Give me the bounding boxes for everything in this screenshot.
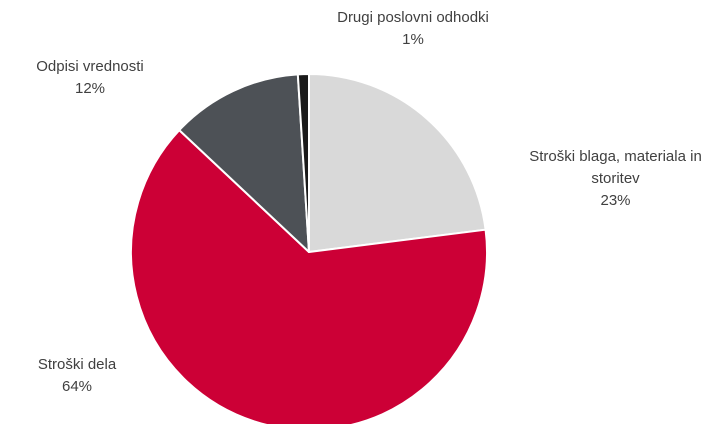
pie-slice [178, 73, 310, 253]
value-label: 12% [74, 80, 106, 97]
pie-slice [130, 129, 488, 424]
slice-label: Stroški dela 64% [2, 354, 152, 398]
slice-label: Drugi poslovni odhodki 1% [303, 7, 523, 51]
value-label: 23% [600, 192, 631, 209]
pie-slice [308, 73, 487, 253]
slice-label: Odpisi vrednosti 12% [5, 56, 175, 100]
value-label: 1% [402, 31, 424, 48]
category-label: Stroški blaga, materiala in storitev [529, 148, 702, 187]
slice-label: Stroški blaga, materiala in storitev 23% [518, 146, 713, 212]
category-label: Stroški dela [37, 356, 117, 373]
value-label: 64% [61, 378, 93, 395]
category-label: Odpisi vrednosti [36, 58, 144, 75]
pie-slice [296, 73, 310, 253]
category-label: Drugi poslovni odhodki [337, 9, 489, 26]
